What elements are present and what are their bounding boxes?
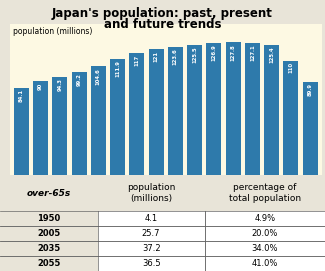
Bar <box>72 72 86 175</box>
Text: 123.6: 123.6 <box>173 48 178 65</box>
Bar <box>168 47 183 175</box>
Bar <box>91 66 106 175</box>
Bar <box>52 77 67 175</box>
Text: 2005: 2005 <box>37 229 60 238</box>
Text: over-65s: over-65s <box>27 189 71 198</box>
Text: 110: 110 <box>288 62 293 73</box>
Text: 4.1: 4.1 <box>145 214 158 223</box>
Text: 94.3: 94.3 <box>57 79 62 91</box>
Text: 84.1: 84.1 <box>19 89 24 102</box>
Text: 4.9%: 4.9% <box>254 214 276 223</box>
Text: 34.0%: 34.0% <box>252 244 278 253</box>
Bar <box>226 42 241 175</box>
Bar <box>149 49 163 175</box>
Text: percentage of
total population: percentage of total population <box>229 183 301 203</box>
Text: 36.5: 36.5 <box>142 259 161 268</box>
Text: 125.5: 125.5 <box>192 46 197 63</box>
Text: 125.4: 125.4 <box>269 46 274 63</box>
Text: 111.9: 111.9 <box>115 60 120 77</box>
Bar <box>264 45 279 175</box>
Text: Japan's population: past, present: Japan's population: past, present <box>52 7 273 20</box>
Bar <box>129 53 144 175</box>
Text: 121: 121 <box>154 51 159 62</box>
Text: 117: 117 <box>134 55 139 66</box>
Text: 1950: 1950 <box>37 214 60 223</box>
Text: 104.6: 104.6 <box>96 68 101 85</box>
Bar <box>14 88 29 175</box>
Text: 25.7: 25.7 <box>142 229 160 238</box>
Text: 89.9: 89.9 <box>308 83 313 96</box>
Text: 37.2: 37.2 <box>142 244 161 253</box>
Bar <box>33 82 48 175</box>
Text: 2055: 2055 <box>37 259 60 268</box>
Text: 41.0%: 41.0% <box>252 259 278 268</box>
Bar <box>245 43 260 175</box>
Bar <box>110 59 125 175</box>
Bar <box>303 82 318 175</box>
Bar <box>187 45 202 175</box>
Text: 127.8: 127.8 <box>231 44 236 60</box>
Text: population
(millions): population (millions) <box>127 183 175 203</box>
Bar <box>206 43 221 175</box>
Bar <box>283 61 298 175</box>
Text: 90: 90 <box>38 83 43 90</box>
Text: population (millions): population (millions) <box>13 27 92 36</box>
Text: 20.0%: 20.0% <box>252 229 278 238</box>
Text: and future trends: and future trends <box>104 18 221 31</box>
Text: 99.2: 99.2 <box>77 73 82 86</box>
Text: 127.1: 127.1 <box>250 44 255 61</box>
Text: 126.9: 126.9 <box>211 45 216 62</box>
Text: 2035: 2035 <box>37 244 60 253</box>
